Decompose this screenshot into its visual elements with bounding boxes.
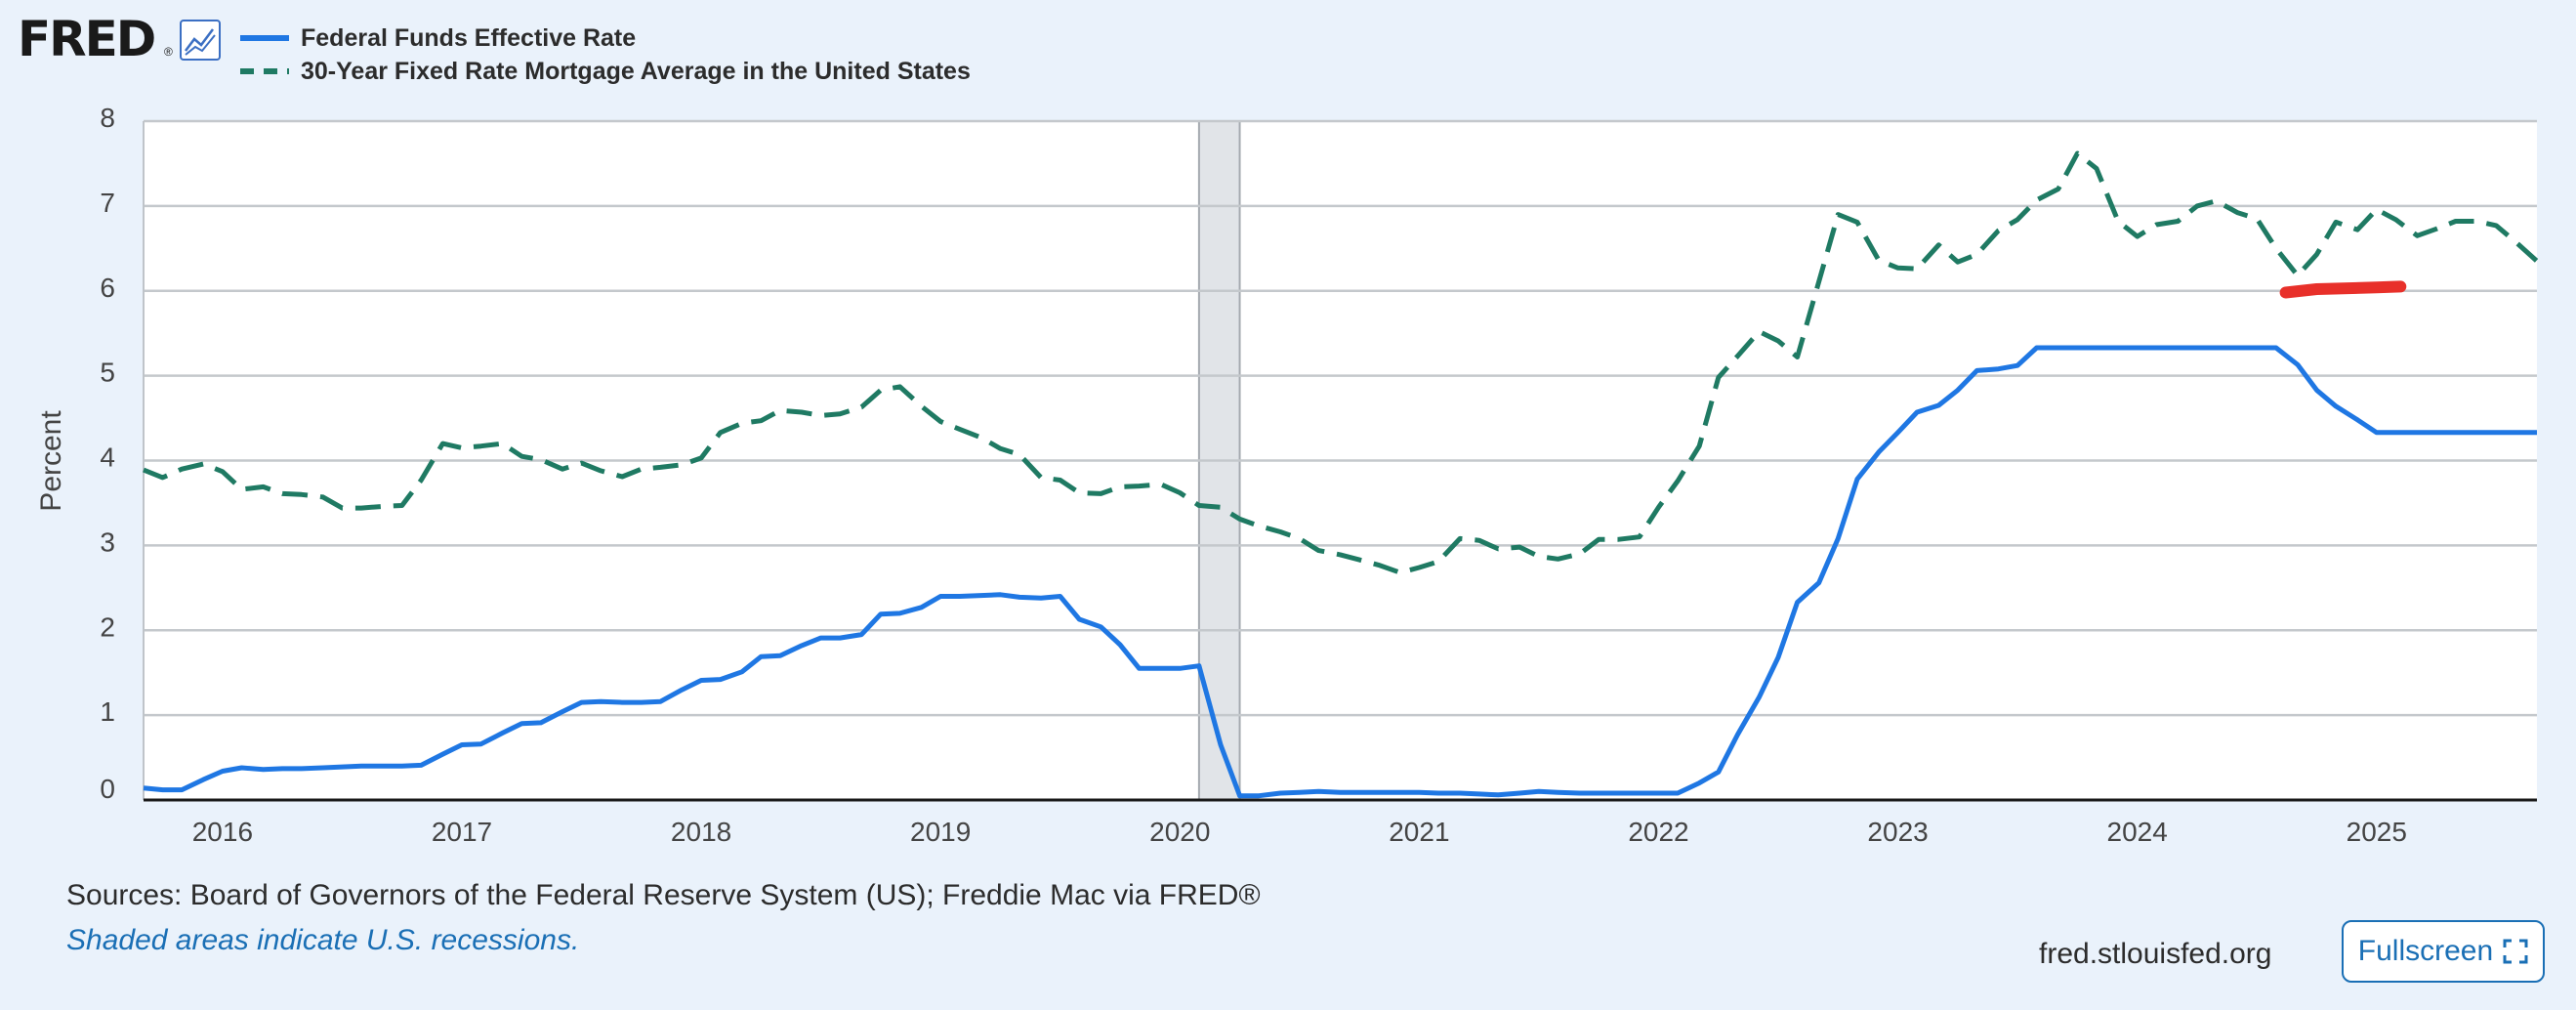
y-tick-label: 8	[100, 103, 115, 133]
chart-legend: Federal Funds Effective Rate 30-Year Fix…	[240, 21, 971, 88]
x-tick-label: 2024	[2107, 817, 2168, 847]
series-layer	[143, 150, 2539, 799]
y-tick-label: 2	[100, 611, 115, 642]
y-tick-label: 6	[100, 273, 115, 303]
series-line-mortgage	[143, 150, 2539, 575]
y-tick-label: 3	[100, 526, 115, 557]
legend-swatch-solid	[240, 35, 289, 41]
y-tick-label: 5	[100, 358, 115, 388]
x-tick-label: 2017	[432, 817, 492, 847]
line-chart-icon[interactable]	[180, 20, 221, 61]
legend-swatch-dashed	[240, 68, 289, 74]
y-tick-label: 4	[100, 442, 115, 473]
x-tick-labels: 2016 2017 2018 2019 2020 2021 2022 2023 2024 2025	[192, 817, 2407, 847]
y-tick-label: 1	[100, 696, 115, 727]
legend-label: 30-Year Fixed Rate Mortgage Average in t…	[301, 57, 971, 85]
x-tick-label: 2025	[2347, 817, 2407, 847]
registered-mark: ®	[164, 45, 173, 59]
recession-note: Shaded areas indicate U.S. recessions.	[66, 924, 580, 956]
annotation-layer	[2279, 280, 2407, 299]
y-axis-label: Percent	[35, 410, 67, 512]
expand-icon	[2503, 939, 2528, 964]
fred-logo[interactable]: FRED	[18, 11, 156, 67]
fullscreen-button[interactable]: Fullscreen	[2342, 920, 2545, 983]
x-tick-label: 2021	[1389, 817, 1449, 847]
x-tick-label: 2020	[1149, 817, 1210, 847]
x-tick-label: 2022	[1628, 817, 1688, 847]
legend-item-mortgage[interactable]: 30-Year Fixed Rate Mortgage Average in t…	[240, 55, 971, 88]
sources-note: Sources: Board of Governors of the Feder…	[66, 879, 1261, 911]
gridlines	[144, 119, 2537, 717]
y-tick-label: 7	[100, 188, 115, 218]
y-tick-label: 0	[100, 774, 115, 804]
red-annotation-stroke	[2279, 280, 2407, 299]
series-line-fed-funds	[143, 345, 2537, 799]
legend-item-fed-funds[interactable]: Federal Funds Effective Rate	[240, 21, 971, 55]
x-tick-label: 2018	[671, 817, 731, 847]
x-tick-label: 2019	[910, 817, 971, 847]
site-link[interactable]: fred.stlouisfed.org	[2039, 938, 2272, 970]
x-tick-label: 2016	[192, 817, 253, 847]
legend-label: Federal Funds Effective Rate	[301, 23, 637, 52]
y-tick-labels: 0 1 2 3 4 5 6 7 8	[100, 103, 115, 804]
fullscreen-label: Fullscreen	[2357, 935, 2494, 967]
x-tick-label: 2023	[1867, 817, 1928, 847]
